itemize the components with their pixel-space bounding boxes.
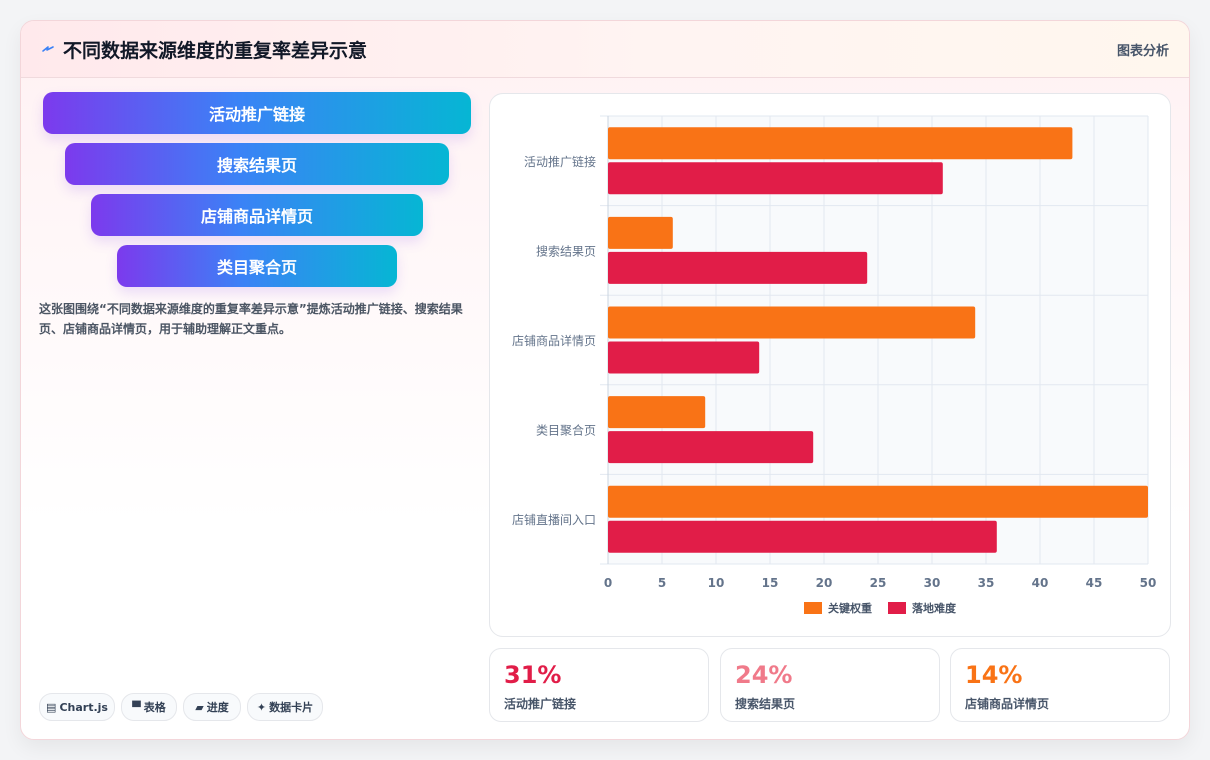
bar <box>608 162 943 195</box>
legend-label: 落地难度 <box>912 601 957 615</box>
bar <box>608 306 976 339</box>
pill-label: 表格 <box>143 701 166 714</box>
bar-chart: 0 5 10 15 20 25 30 35 40 45 50 活动推广链接搜索结果页店铺商品详情页类目… <box>512 115 1157 615</box>
x-tick-label: 50 <box>1140 576 1157 590</box>
y-tick-label: 搜索结果页 <box>536 243 596 258</box>
chart-analysis-tag[interactable]: 图表分析 <box>1116 44 1169 59</box>
bar <box>608 251 868 284</box>
table-icon: ▀ <box>132 700 141 714</box>
x-tick-label: 10 <box>708 576 725 590</box>
x-tick-label: 35 <box>978 576 995 590</box>
x-tick-label: 20 <box>816 576 833 590</box>
progress-icon: ▰ <box>195 700 204 714</box>
bar <box>608 341 760 374</box>
bar <box>608 431 814 464</box>
legend-swatch <box>804 602 822 614</box>
x-tick-label: 40 <box>1032 576 1049 590</box>
card-header: 不同数据来源维度的重复率差异示意 图表分析 <box>21 21 1189 78</box>
x-tick-label: 25 <box>870 576 887 590</box>
y-tick-label: 店铺直播间入口 <box>512 513 596 527</box>
pill-chartjs[interactable]: ▤ Chart.js <box>39 693 115 721</box>
bar <box>608 216 673 249</box>
stat-card: 24% 搜索结果页 <box>720 648 940 722</box>
stat-value: 14% <box>965 661 1023 689</box>
x-tick-label: 5 <box>658 576 666 590</box>
chart-panel: 0 5 10 15 20 25 30 35 40 45 50 活动推广链接搜索结果页店铺商品详情页类目… <box>489 93 1171 637</box>
chart-card: 不同数据来源维度的重复率差异示意 图表分析 活动推广链接 搜索结果页 店铺商品详… <box>20 20 1190 740</box>
bar <box>608 396 706 429</box>
chart-description: 这张图围绕“不同数据来源维度的重复率差异示意”提炼活动推广链接、搜索结果页、店铺… <box>39 302 463 336</box>
y-tick-label: 活动推广链接 <box>524 154 596 169</box>
x-tick-label: 15 <box>762 576 779 590</box>
x-tick-label: 30 <box>924 576 941 590</box>
stat-card: 31% 活动推广链接 <box>489 648 709 722</box>
pill-label: 数据卡片 <box>269 701 314 714</box>
pill-progress[interactable]: ▰ 进度 <box>183 693 241 721</box>
pill-label: Chart.js <box>59 700 108 714</box>
funnel-step: 类目聚合页 <box>117 245 397 287</box>
y-tick-label: 类目聚合页 <box>536 423 596 438</box>
legend-label: 关键权重 <box>828 601 872 615</box>
x-tick-label: 0 <box>604 576 612 590</box>
funnel-step: 搜索结果页 <box>65 143 449 185</box>
stat-value: 24% <box>735 661 793 689</box>
pill-data-card[interactable]: ✦ 数据卡片 <box>247 693 323 721</box>
bar <box>608 520 997 553</box>
bar <box>608 485 1148 518</box>
x-tick-label: 45 <box>1086 576 1103 590</box>
stat-label: 搜索结果页 <box>735 697 796 711</box>
chart-icon: ▤ <box>46 700 57 714</box>
pill-table[interactable]: ▀ 表格 <box>121 693 177 721</box>
lightning-icon <box>42 46 54 52</box>
funnel-step: 店铺商品详情页 <box>91 194 423 236</box>
y-tick-label: 店铺商品详情页 <box>512 333 596 348</box>
stat-label: 活动推广链接 <box>504 697 577 711</box>
funnel-step: 活动推广链接 <box>43 92 471 134</box>
stat-value: 31% <box>504 661 562 689</box>
pill-label: 进度 <box>206 701 229 714</box>
page-title: 不同数据来源维度的重复率差异示意 <box>63 40 368 62</box>
legend-swatch <box>888 602 906 614</box>
stat-card: 14% 店铺商品详情页 <box>950 648 1170 722</box>
bar <box>608 127 1073 160</box>
sparkle-icon: ✦ <box>256 700 267 714</box>
stat-label: 店铺商品详情页 <box>965 697 1050 711</box>
